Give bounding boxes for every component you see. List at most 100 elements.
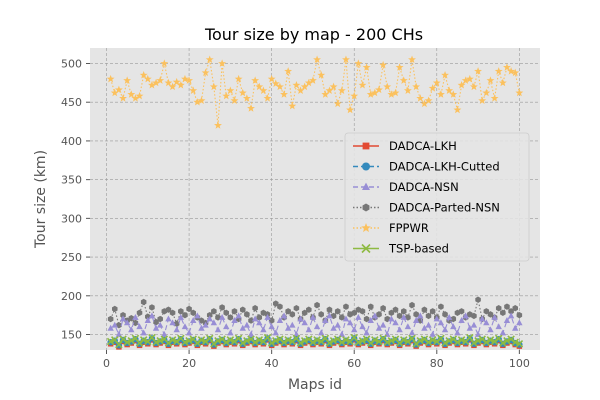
legend: DADCA-LKH DADCA-LKH-Cutted DADCA-NSN DADCA-… bbox=[344, 132, 530, 262]
fppwr-point bbox=[247, 104, 255, 112]
series-layer bbox=[106, 55, 524, 350]
dadca-nsn-point bbox=[474, 330, 482, 337]
dadca-nsn-point bbox=[169, 319, 176, 326]
legend-item-dadca-lkh-cutted: DADCA-LKH-Cutted bbox=[353, 160, 500, 174]
tsp-based-point bbox=[284, 336, 292, 344]
dadca-parted-nsn-point bbox=[120, 311, 126, 319]
dadca-parted-nsn-point bbox=[413, 311, 419, 318]
fppwr-point bbox=[172, 77, 181, 86]
dadca-nsn-point bbox=[371, 312, 379, 319]
tsp-based-point bbox=[457, 336, 466, 344]
fppwr-point bbox=[325, 86, 334, 94]
fppwr-point bbox=[333, 99, 342, 108]
fppwr-point bbox=[114, 85, 123, 94]
fppwr-point bbox=[387, 90, 396, 98]
fppwr-point bbox=[408, 55, 416, 63]
tsp-based-point bbox=[474, 336, 482, 345]
dadca-nsn-point bbox=[107, 324, 114, 331]
fppwr-point bbox=[478, 96, 487, 105]
fppwr-point bbox=[412, 82, 421, 91]
dadca-nsn-point bbox=[342, 315, 350, 322]
series-dadca-nsn bbox=[107, 312, 523, 337]
dadca-parted-nsn-point bbox=[211, 308, 217, 315]
fppwr-point bbox=[296, 86, 305, 94]
dadca-parted-nsn-point bbox=[132, 319, 139, 327]
dadca-nsn-point bbox=[512, 324, 519, 331]
dadca-parted-nsn-point bbox=[376, 311, 382, 318]
tsp-based-point bbox=[255, 336, 264, 344]
tsp-based-point bbox=[263, 333, 272, 342]
tsp-based-point bbox=[313, 336, 321, 344]
dadca-nsn-point bbox=[289, 321, 296, 328]
fppwr-point bbox=[515, 88, 524, 97]
fppwr-point bbox=[449, 90, 458, 98]
dadca-parted-nsn-line bbox=[110, 299, 520, 327]
fppwr-point bbox=[185, 76, 194, 84]
dadca-nsn-point bbox=[421, 324, 428, 331]
dadca-nsn-point bbox=[280, 312, 288, 319]
dadca-nsn-point bbox=[136, 323, 143, 330]
dadca-parted-nsn-point bbox=[450, 315, 457, 323]
dadca-parted-nsn-point bbox=[136, 309, 143, 317]
dadca-parted-nsn-point bbox=[223, 309, 230, 317]
fppwr-point bbox=[441, 70, 449, 79]
dadca-nsn-point bbox=[417, 312, 424, 319]
dadca-nsn-point bbox=[351, 326, 358, 333]
fppwr-point bbox=[271, 79, 280, 87]
dadca-parted-nsn-point bbox=[248, 317, 254, 324]
dadca-parted-nsn-point bbox=[326, 306, 333, 313]
dadca-nsn-point bbox=[264, 313, 271, 320]
dadca-parted-nsn-point bbox=[314, 301, 320, 309]
fppwr-point bbox=[275, 82, 284, 91]
tsp-based-point bbox=[156, 336, 164, 345]
tsp-based-point bbox=[280, 338, 288, 347]
fppwr-point bbox=[391, 88, 400, 97]
fppwr-point bbox=[358, 81, 367, 89]
dadca-parted-nsn-point bbox=[380, 304, 386, 312]
x-tick-label: 0 bbox=[103, 357, 110, 370]
fppwr-point bbox=[230, 96, 239, 105]
dadca-parted-nsn-point bbox=[458, 308, 465, 315]
y-tick-label: 400 bbox=[61, 135, 82, 148]
legend-label: DADCA-LKH-Cutted bbox=[389, 160, 500, 174]
dadca-parted-nsn-point bbox=[504, 303, 510, 310]
dadca-nsn-point bbox=[355, 313, 362, 320]
dadca-nsn-point bbox=[470, 321, 478, 328]
tsp-based-point bbox=[222, 338, 231, 347]
tsp-based-point bbox=[243, 336, 251, 345]
fppwr-point bbox=[490, 94, 499, 102]
dadca-nsn-point bbox=[487, 326, 494, 333]
fppwr-point bbox=[457, 81, 466, 89]
dadca-parted-nsn-point bbox=[318, 311, 324, 318]
dadca-parted-nsn-point bbox=[339, 314, 345, 321]
fppwr-point bbox=[482, 88, 491, 97]
dadca-nsn-point bbox=[367, 317, 374, 323]
dadca-parted-nsn-point bbox=[277, 303, 283, 310]
fppwr-point bbox=[486, 76, 495, 84]
fppwr-point bbox=[234, 74, 243, 83]
tsp-based-point bbox=[123, 338, 131, 347]
tsp-based-point bbox=[358, 336, 367, 345]
dadca-parted-nsn-point bbox=[190, 309, 196, 317]
fppwr-point bbox=[255, 82, 264, 91]
dadca-nsn-point bbox=[111, 321, 118, 328]
fppwr-point bbox=[354, 59, 363, 67]
dadca-nsn-point bbox=[251, 315, 259, 322]
fppwr-point bbox=[465, 74, 474, 83]
tsp-based-point bbox=[197, 336, 206, 344]
dadca-parted-nsn-point bbox=[306, 306, 312, 313]
dadca-parted-nsn-point bbox=[231, 308, 238, 315]
dadca-nsn-point bbox=[198, 324, 205, 331]
dadca-parted-nsn-point bbox=[359, 308, 366, 315]
fppwr-point bbox=[197, 96, 206, 105]
legend-item-tsp-based: TSP-based bbox=[353, 242, 449, 256]
fppwr-point bbox=[366, 90, 375, 98]
dadca-nsn-point bbox=[235, 312, 242, 319]
dadca-nsn-point bbox=[206, 315, 213, 322]
fppwr-point bbox=[251, 76, 260, 84]
fppwr-point bbox=[445, 86, 454, 94]
dadca-parted-nsn-point bbox=[219, 304, 225, 311]
tsp-based-point bbox=[511, 338, 519, 347]
dadca-nsn-point bbox=[359, 323, 366, 330]
dadca-parted-nsn-point bbox=[178, 308, 184, 315]
